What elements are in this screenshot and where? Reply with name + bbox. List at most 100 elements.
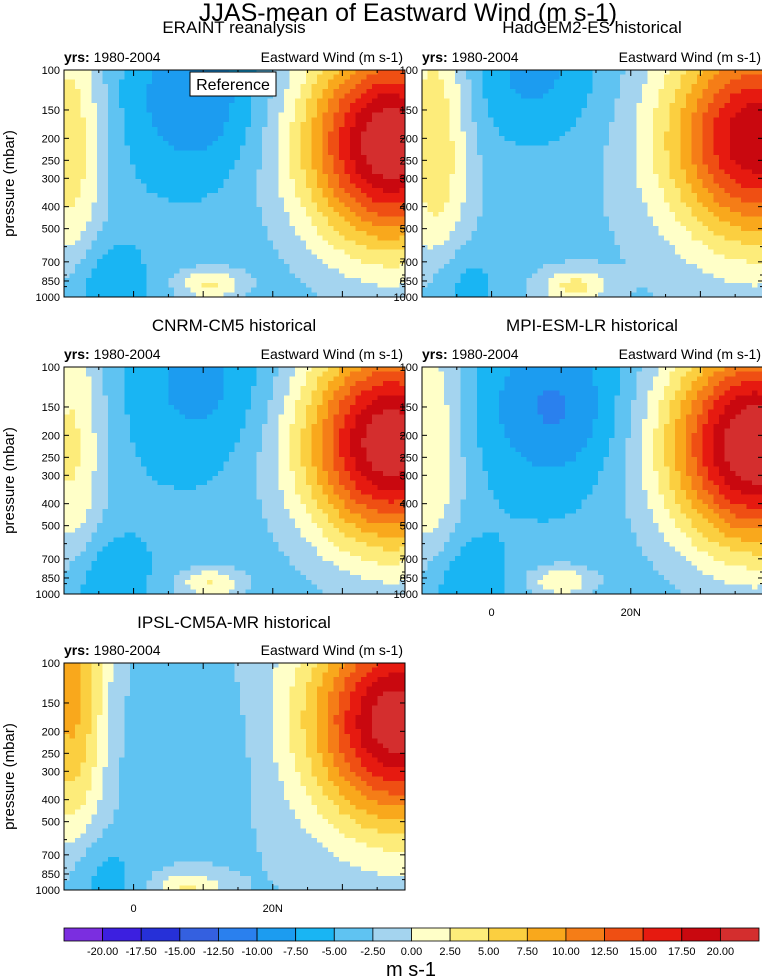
field-cell: [152, 183, 159, 189]
field-cell: [86, 254, 93, 260]
field-cell: [174, 263, 181, 270]
field-cell: [449, 93, 456, 99]
field-cell: [245, 221, 252, 227]
field-cell: [388, 244, 395, 251]
field-cell: [130, 287, 137, 293]
field-cell: [708, 192, 715, 199]
field-cell: [466, 117, 473, 123]
field-cell: [372, 140, 379, 147]
field-cell: [735, 188, 742, 194]
field-cell: [234, 202, 241, 208]
field-cell: [350, 221, 357, 227]
field-cell: [240, 159, 247, 166]
field-cell: [141, 159, 148, 166]
field-cell: [526, 202, 533, 208]
field-cell: [548, 150, 555, 156]
field-cell: [91, 140, 98, 147]
field-cell: [201, 188, 208, 194]
field-cell: [493, 178, 500, 185]
field-cell: [653, 207, 660, 213]
field-cell: [229, 103, 236, 109]
field-cell: [350, 268, 357, 274]
field-cell: [333, 192, 340, 199]
field-cell: [581, 207, 588, 213]
field-cell: [152, 202, 159, 208]
field-cell: [543, 211, 550, 218]
field-cell: [422, 169, 429, 175]
field-cell: [289, 164, 296, 170]
field-cell: [719, 107, 726, 114]
field-cell: [730, 188, 737, 194]
field-cell: [240, 287, 247, 293]
field-cell: [438, 140, 445, 147]
field-cell: [190, 278, 197, 284]
field-cell: [377, 221, 384, 227]
field-cell: [284, 282, 291, 289]
field-cell: [108, 107, 115, 114]
field-cell: [229, 192, 236, 199]
field-cell: [135, 278, 142, 284]
field-cell: [592, 122, 599, 128]
field-cell: [185, 159, 192, 166]
field-cell: [102, 131, 109, 137]
field-cell: [119, 74, 126, 81]
field-cell: [697, 169, 704, 175]
field-cell: [300, 84, 307, 90]
field-cell: [102, 254, 109, 260]
field-cell: [102, 282, 109, 289]
field-cell: [146, 235, 153, 241]
field-cell: [488, 207, 495, 213]
field-cell: [355, 159, 362, 166]
field-cell: [339, 240, 346, 246]
field-cell: [113, 107, 120, 114]
field-cell: [289, 183, 296, 189]
field-cell: [196, 169, 203, 175]
field-cell: [306, 88, 313, 95]
field-cell: [625, 88, 632, 95]
field-cell: [708, 131, 715, 137]
field-cell: [361, 188, 368, 194]
field-cell: [97, 183, 104, 189]
field-cell: [664, 183, 671, 189]
field-cell: [97, 74, 104, 81]
field-cell: [394, 103, 401, 109]
field-cell: [152, 140, 159, 147]
field-cell: [372, 263, 379, 270]
field-cell: [333, 98, 340, 104]
field-cell: [642, 79, 649, 85]
field-cell: [383, 136, 390, 142]
field-cell: [620, 88, 627, 95]
field-cell: [383, 249, 390, 256]
field-cell: [388, 74, 395, 81]
field-cell: [719, 98, 726, 104]
field-cell: [306, 140, 313, 147]
field-cell: [218, 136, 225, 142]
field-cell: [157, 254, 164, 260]
field-cell: [361, 207, 368, 213]
field-cell: [339, 216, 346, 222]
field-cell: [504, 98, 511, 104]
field-cell: [201, 263, 208, 270]
field-cell: [295, 221, 302, 227]
field-cell: [317, 211, 324, 218]
field-cell: [653, 169, 660, 175]
field-cell: [466, 122, 473, 128]
field-cell: [532, 131, 539, 137]
field-cell: [207, 197, 214, 204]
field-cell: [234, 174, 241, 180]
field-cell: [708, 211, 715, 218]
field-cell: [499, 202, 506, 208]
field-cell: [515, 136, 522, 142]
field-cell: [675, 131, 682, 137]
field-cell: [366, 93, 373, 99]
field-cell: [317, 273, 324, 279]
field-cell: [702, 93, 709, 99]
field-cell: [680, 98, 687, 104]
field-cell: [196, 140, 203, 147]
field-cell: [493, 88, 500, 95]
field-cell: [647, 98, 654, 104]
field-cell: [267, 263, 274, 270]
field-cell: [708, 126, 715, 133]
field-cell: [708, 150, 715, 156]
field-cell: [339, 117, 346, 123]
